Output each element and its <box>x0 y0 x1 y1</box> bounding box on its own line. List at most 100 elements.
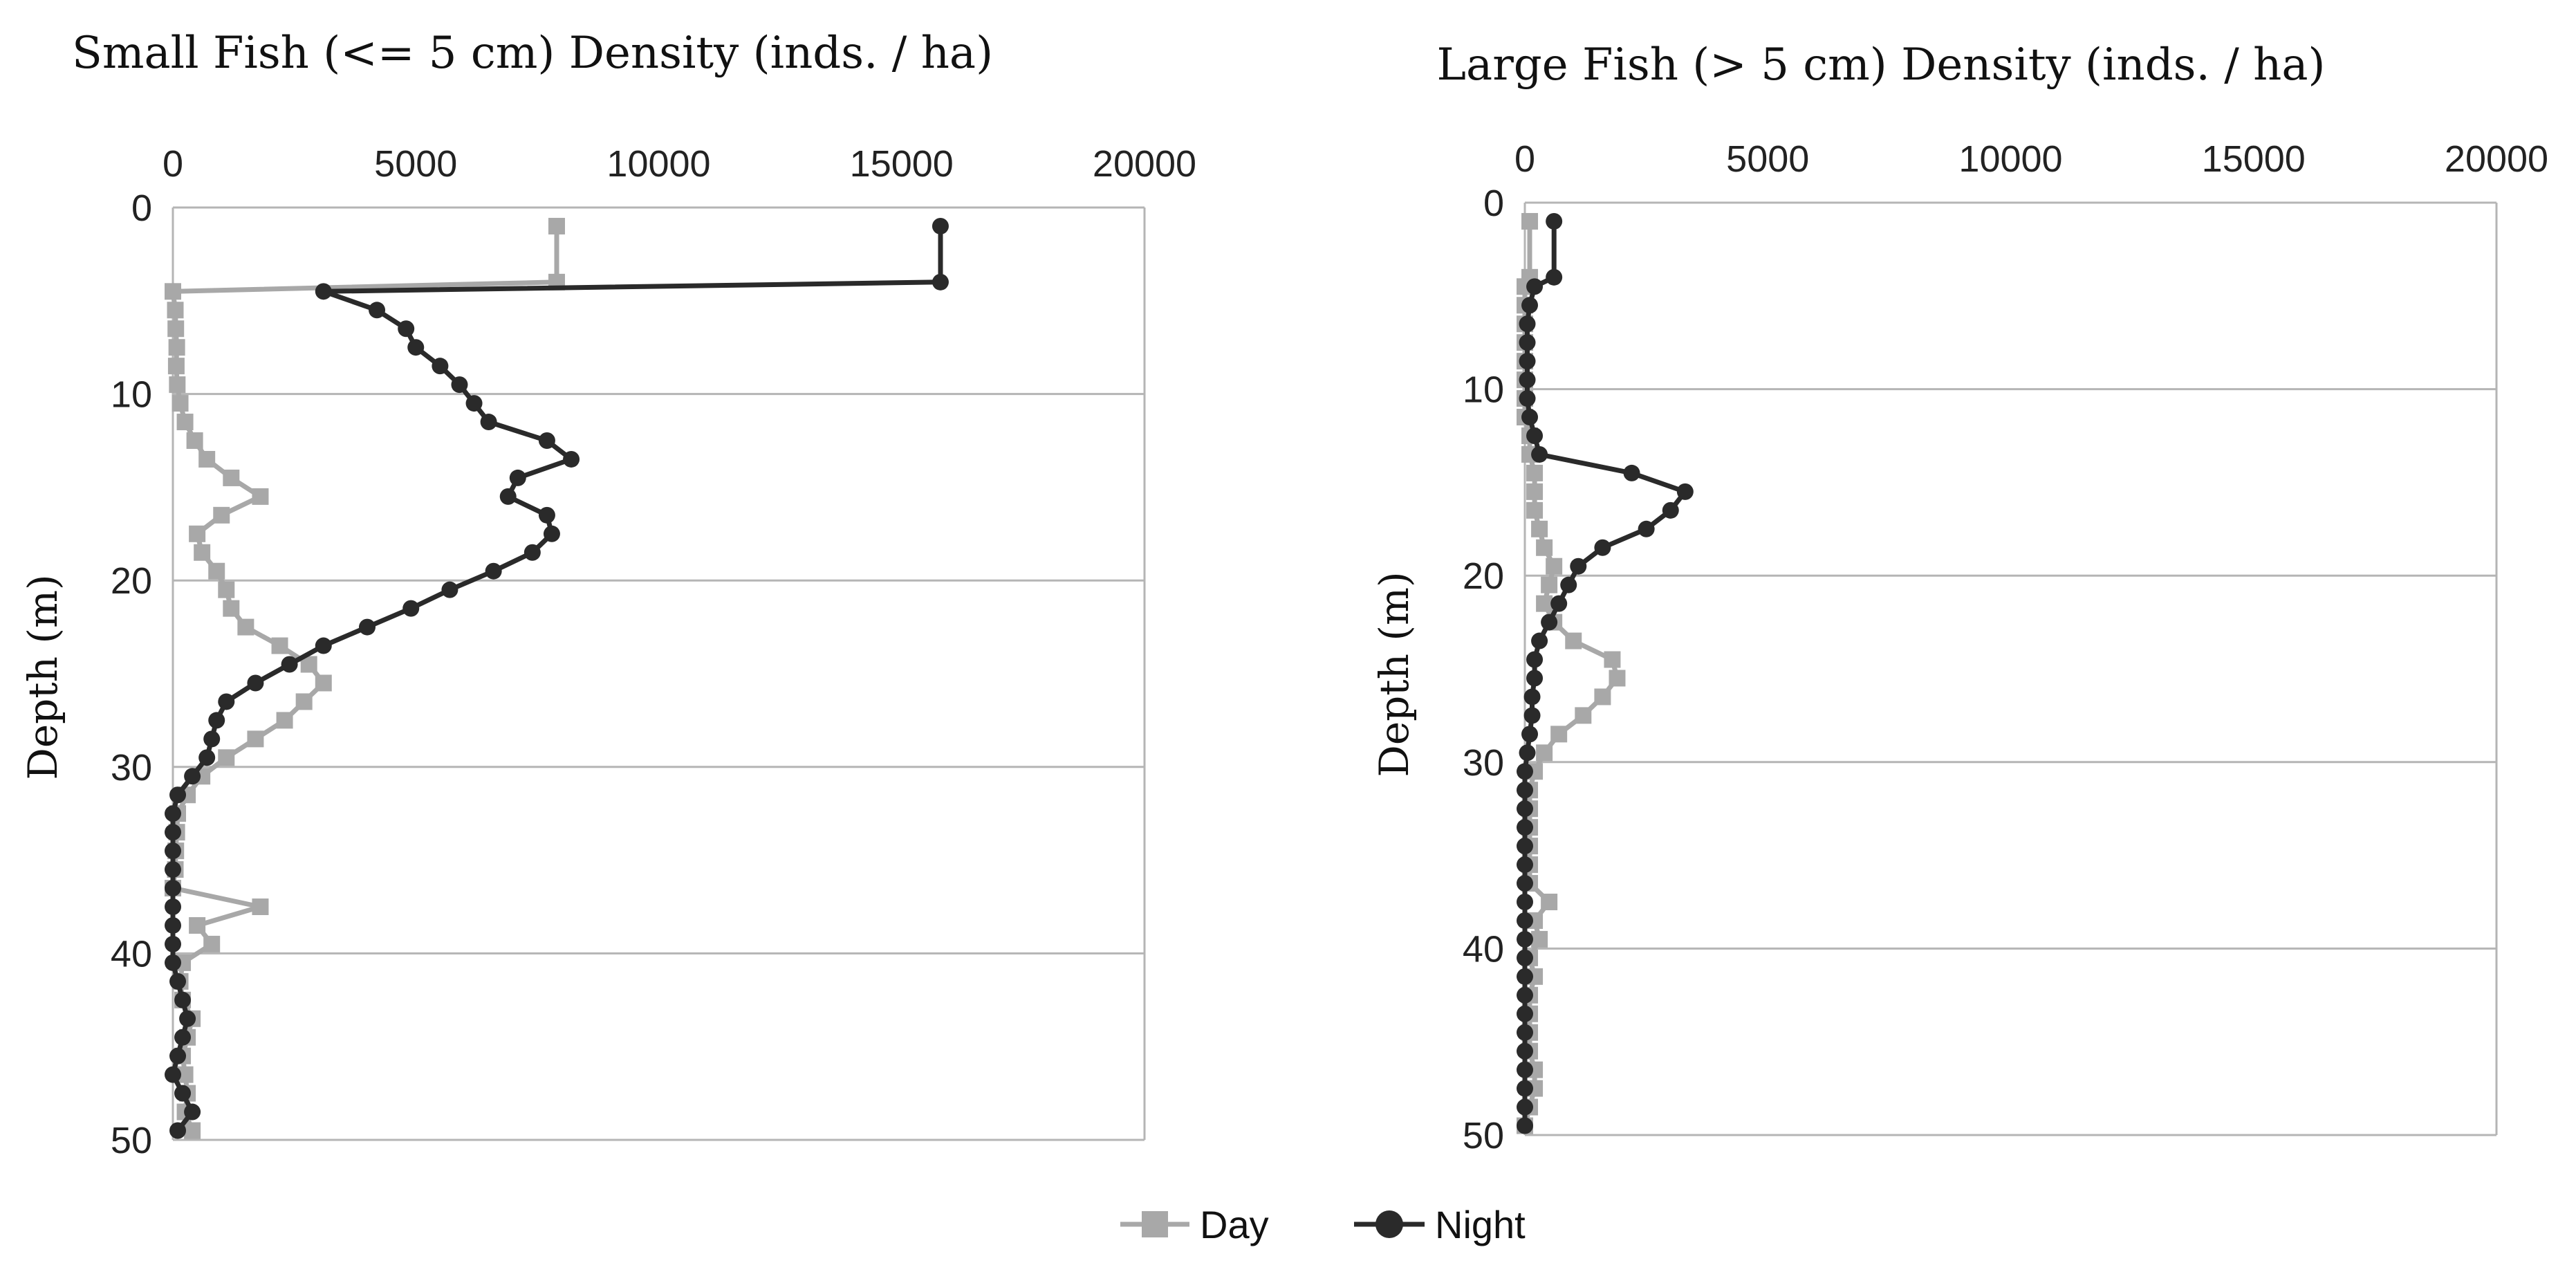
small-fish-chart: Small Fish (<= 5 cm) Density (inds. / ha… <box>19 28 1196 1161</box>
data-point-night <box>1517 838 1533 855</box>
data-point-day <box>169 376 186 394</box>
data-point-night <box>432 358 449 375</box>
data-point-day <box>1575 707 1592 724</box>
data-point-day <box>1531 520 1548 537</box>
data-point-night <box>1517 819 1533 836</box>
data-point-night <box>1517 763 1533 780</box>
data-point-night <box>198 749 216 766</box>
data-point-night <box>184 768 201 785</box>
data-point-night <box>465 395 483 412</box>
data-point-day <box>167 320 185 338</box>
data-point-day <box>247 730 264 748</box>
data-point-night <box>1517 782 1533 799</box>
legend-item-night: Night <box>1354 1203 1526 1246</box>
data-point-night <box>509 469 526 486</box>
data-point-night <box>538 432 555 449</box>
series-night <box>1517 212 1694 1134</box>
data-point-night <box>315 283 332 300</box>
data-point-night <box>1517 1061 1533 1078</box>
y-axis-label: Depth (m) <box>1371 571 1418 777</box>
data-point-night <box>1521 409 1539 426</box>
data-point-day <box>276 712 293 729</box>
data-point-night <box>169 1122 187 1139</box>
data-point-day <box>167 302 184 319</box>
data-point-day <box>1531 930 1548 948</box>
data-point-night <box>932 273 949 291</box>
data-point-day <box>194 544 211 561</box>
data-point-night <box>359 618 376 636</box>
data-point-night <box>1517 912 1533 929</box>
data-point-day <box>213 506 230 524</box>
data-point-night <box>1531 445 1548 463</box>
data-point-day <box>1526 464 1544 481</box>
x-tick-label: 5000 <box>1726 138 1809 180</box>
x-tick-label: 10000 <box>1958 138 2062 180</box>
y-tick-label: 10 <box>1463 369 1504 411</box>
data-point-night <box>1521 726 1539 743</box>
data-point-day <box>1594 688 1611 706</box>
legend-night-label: Night <box>1435 1203 1526 1246</box>
data-point-night <box>1517 894 1533 910</box>
data-point-day <box>1541 894 1558 910</box>
data-point-night <box>1517 930 1533 948</box>
data-point-day <box>1604 651 1621 668</box>
data-point-day <box>184 1122 201 1139</box>
data-point-night <box>1523 707 1541 724</box>
data-point-day <box>548 217 565 234</box>
y-tick-label: 0 <box>131 187 152 229</box>
series-day <box>165 217 565 1139</box>
data-point-night <box>1519 334 1536 351</box>
data-point-day <box>167 358 185 375</box>
data-point-night <box>441 581 458 598</box>
data-point-night <box>1517 1005 1533 1022</box>
data-point-day <box>203 935 221 952</box>
data-point-night <box>543 525 560 542</box>
data-point-night <box>1623 464 1640 481</box>
y-tick-label: 40 <box>1463 928 1504 970</box>
data-point-night <box>1517 800 1533 818</box>
data-point-day <box>1565 632 1582 649</box>
series-line-day <box>170 226 559 1132</box>
data-point-night <box>179 1010 196 1027</box>
data-point-night <box>165 935 181 952</box>
x-tick-label: 0 <box>163 143 183 185</box>
x-tick-label: 20000 <box>1093 143 1196 185</box>
data-point-day <box>295 693 313 710</box>
data-point-night <box>1521 297 1539 314</box>
data-point-day <box>1536 595 1553 612</box>
data-point-night <box>1519 353 1536 370</box>
data-point-night <box>1541 614 1558 631</box>
data-point-day <box>1541 576 1558 593</box>
data-point-night <box>1676 483 1694 500</box>
data-point-day <box>223 600 240 617</box>
tick-labels: 0 10 20 30 40 50 0 5000 10000 15000 20000 <box>111 143 1196 1161</box>
data-point-night <box>523 544 541 561</box>
y-tick-label: 50 <box>1463 1115 1504 1156</box>
x-tick-label: 5000 <box>374 143 457 185</box>
data-point-night <box>315 637 332 654</box>
data-point-night <box>208 712 225 729</box>
data-point-night <box>1546 268 1563 286</box>
data-point-night <box>1517 949 1533 966</box>
data-point-night <box>402 600 420 617</box>
data-point-day <box>252 898 269 915</box>
data-point-day <box>198 450 216 468</box>
data-point-day <box>315 674 332 692</box>
data-point-day <box>218 581 235 598</box>
data-point-night <box>1526 427 1544 444</box>
data-point-night <box>1517 1098 1533 1116</box>
data-point-night <box>165 880 181 897</box>
data-point-night <box>1550 595 1568 612</box>
legend-night-marker <box>1375 1210 1403 1238</box>
data-point-night <box>169 786 187 804</box>
data-point-day <box>237 618 254 636</box>
y-tick-label: 20 <box>111 560 152 602</box>
y-tick-label: 30 <box>1463 742 1504 784</box>
data-point-day <box>1609 670 1626 687</box>
data-point-night <box>281 656 298 673</box>
legend-day-marker <box>1142 1211 1168 1237</box>
data-point-night <box>1517 856 1533 874</box>
data-point-night <box>1519 315 1536 333</box>
y-tick-label: 30 <box>111 747 152 789</box>
data-point-night <box>247 674 264 692</box>
